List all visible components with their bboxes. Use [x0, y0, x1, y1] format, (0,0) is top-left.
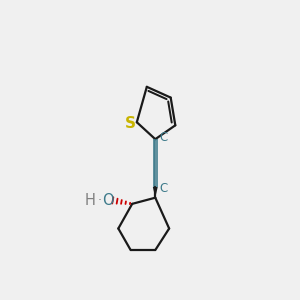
Text: ·: ·: [98, 194, 101, 207]
Text: C: C: [159, 131, 167, 144]
Text: H: H: [84, 193, 95, 208]
Text: S: S: [124, 116, 135, 130]
Text: C: C: [159, 182, 167, 195]
Text: O: O: [102, 193, 114, 208]
Polygon shape: [153, 187, 158, 198]
